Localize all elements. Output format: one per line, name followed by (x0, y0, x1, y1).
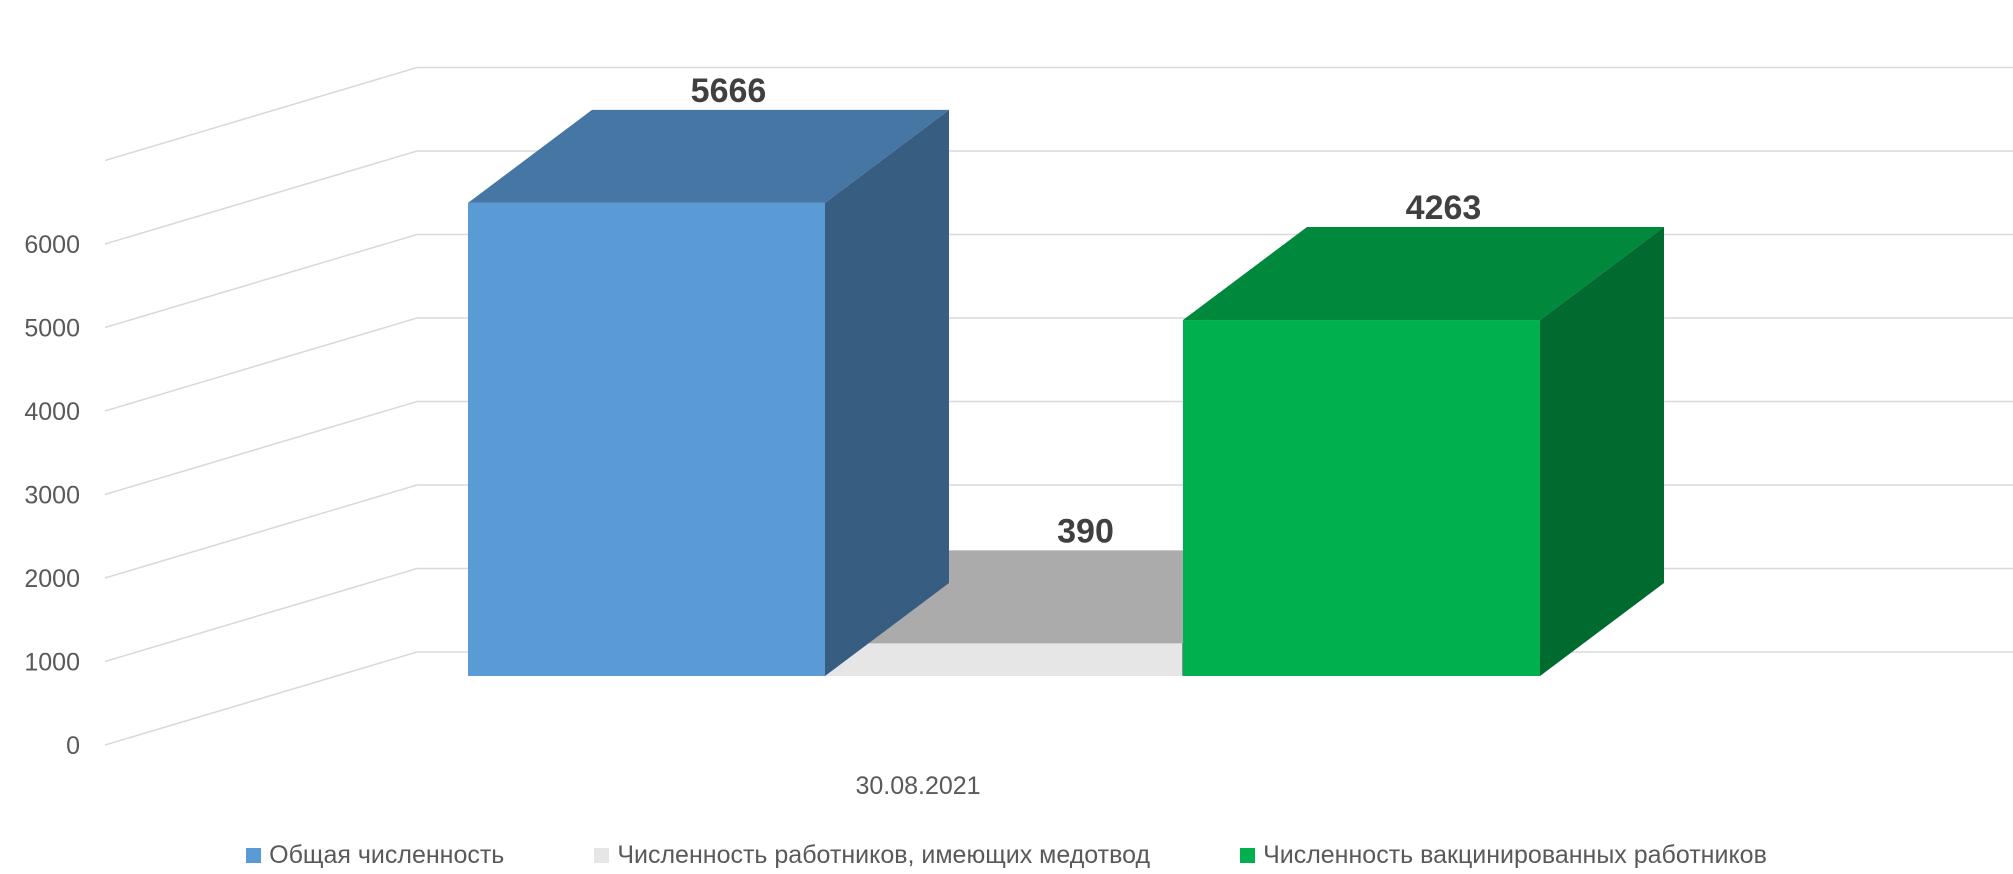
y-tick-label: 1000 (24, 649, 80, 677)
legend-swatch (594, 847, 610, 863)
gridline (104, 317, 2013, 412)
bar-front (468, 202, 825, 677)
legend-item: Численность работников, имеющих медотвод (594, 841, 1150, 870)
bar-side (825, 109, 949, 677)
bar-series-3 (1183, 227, 1664, 677)
y-tick-label: 3000 (24, 482, 80, 510)
legend-swatch (1240, 847, 1256, 863)
y-tick-label: 2000 (24, 565, 80, 593)
gridline (104, 66, 2013, 162)
legend-swatch (246, 847, 262, 863)
bar-series-1 (468, 109, 949, 677)
bar-front (1183, 320, 1540, 676)
legend-label: Общая численность (269, 840, 505, 869)
legend-label: Численность работников, имеющих медотвод (617, 840, 1151, 869)
legend-label: Численность вакцинированных работников (1263, 840, 1767, 869)
data-label: 390 (1057, 512, 1114, 550)
bar-top (468, 109, 949, 203)
data-label: 4263 (1406, 189, 1482, 227)
y-tick-label: 0 (66, 732, 80, 760)
gridline (104, 400, 2013, 496)
legend-item: Общая численность (246, 841, 504, 870)
bar-front (825, 643, 1182, 676)
legend: Общая численность Численность работников,… (0, 836, 2013, 874)
y-tick-label: 4000 (24, 398, 80, 426)
y-axis: 0 1000 2000 3000 4000 5000 6000 (24, 231, 80, 760)
bar-side (1540, 227, 1664, 677)
bars (468, 109, 1664, 677)
gridline (104, 233, 2013, 329)
gridline (104, 150, 2013, 245)
data-label: 5666 (691, 72, 767, 110)
gridlines (104, 66, 2013, 746)
legend-item: Численность вакцинированных работников (1240, 841, 1767, 870)
category-label: 30.08.2021 (855, 772, 980, 800)
bar-top (1183, 227, 1664, 321)
data-labels: 390 5666 4263 (691, 72, 1482, 551)
y-tick-label: 6000 (24, 231, 80, 259)
y-tick-label: 5000 (24, 315, 80, 343)
